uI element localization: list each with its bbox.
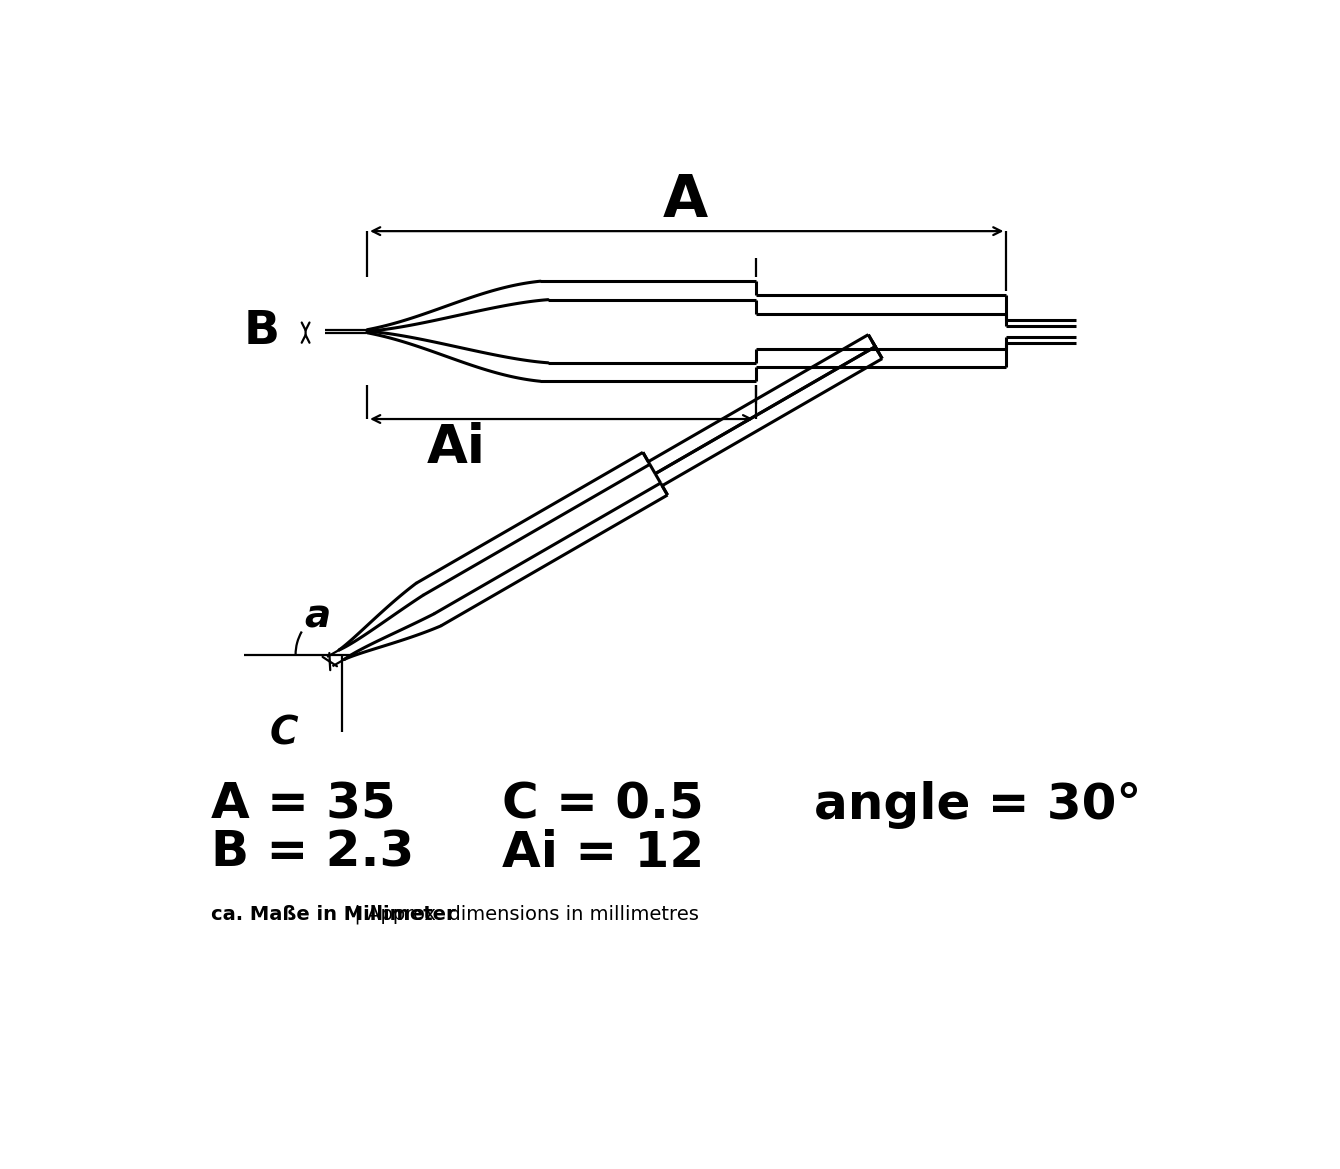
Text: angle = 30°: angle = 30° xyxy=(813,781,1142,829)
Text: | Approx. dimensions in millimetres: | Approx. dimensions in millimetres xyxy=(348,905,699,924)
Text: B = 2.3: B = 2.3 xyxy=(210,829,414,877)
Text: A = 35: A = 35 xyxy=(210,781,395,829)
Text: C = 0.5: C = 0.5 xyxy=(502,781,704,829)
Text: A: A xyxy=(663,172,708,229)
Text: Ai: Ai xyxy=(426,422,485,475)
Text: ca. Maße in Millimeter: ca. Maße in Millimeter xyxy=(210,905,456,924)
Text: B: B xyxy=(244,309,280,354)
Text: a: a xyxy=(304,597,330,635)
Text: Ai = 12: Ai = 12 xyxy=(502,829,705,877)
Text: C: C xyxy=(269,714,299,752)
